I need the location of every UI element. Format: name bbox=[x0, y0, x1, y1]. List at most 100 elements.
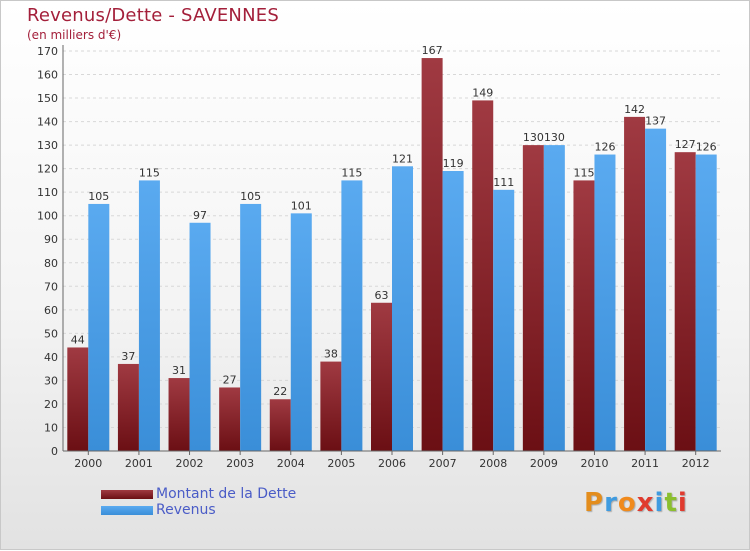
logo-letter: i bbox=[677, 488, 688, 518]
legend-label-revenus: Revenus bbox=[156, 502, 216, 518]
bar-revenus bbox=[341, 180, 363, 452]
data-label: 142 bbox=[624, 103, 645, 116]
logo-letter: t bbox=[664, 488, 678, 518]
logo-letter: o bbox=[617, 488, 637, 518]
data-label: 101 bbox=[291, 199, 312, 212]
bar-revenus bbox=[695, 154, 717, 451]
bar-dette bbox=[674, 152, 696, 452]
bars bbox=[67, 58, 717, 452]
bar-dette bbox=[269, 399, 291, 451]
y-tick-label: 100 bbox=[37, 210, 58, 223]
logo-letter: P bbox=[584, 488, 605, 518]
bar-dette bbox=[573, 180, 595, 452]
data-label: 97 bbox=[193, 209, 207, 222]
bar-dette bbox=[117, 363, 139, 451]
bar-dette bbox=[67, 347, 89, 451]
bar-revenus bbox=[594, 154, 616, 451]
x-tick-label: 2011 bbox=[631, 457, 659, 470]
data-label: 119 bbox=[443, 157, 464, 170]
data-labels: 44 105 37 115 31 97 27 105 22 101 38 115 63 121 167 119… bbox=[71, 44, 717, 398]
data-label: 127 bbox=[675, 138, 696, 151]
logo-letter: r bbox=[604, 488, 618, 518]
y-tick-label: 90 bbox=[44, 233, 58, 246]
bar-dette bbox=[522, 145, 544, 451]
chart-title: Revenus/Dette - SAVENNES bbox=[27, 5, 279, 26]
bar-revenus bbox=[392, 166, 413, 451]
data-label: 22 bbox=[273, 385, 287, 398]
y-tick-label: 160 bbox=[37, 69, 58, 82]
x-tick-label: 2009 bbox=[530, 457, 558, 470]
y-tick-label: 20 bbox=[44, 398, 58, 411]
y-tick-label: 170 bbox=[37, 45, 58, 58]
x-tick-label: 2005 bbox=[327, 457, 355, 470]
bar-dette bbox=[472, 100, 494, 451]
x-tick-label: 2010 bbox=[580, 457, 608, 470]
legend-label-dette: Montant de la Dette bbox=[156, 486, 297, 502]
data-label: 121 bbox=[392, 152, 413, 165]
x-tick-labels: 2000 2001 2002 2003 2004 2005 2006 2007 2008 2009… bbox=[74, 457, 709, 470]
y-tick-label: 150 bbox=[37, 92, 58, 105]
y-tick-labels: 0 10 20 30 40 50 60 70 80 90 100 110 120 130 140 150 160… bbox=[37, 45, 58, 458]
data-label: 38 bbox=[324, 348, 338, 361]
data-label: 44 bbox=[71, 333, 85, 346]
data-label: 149 bbox=[472, 86, 493, 99]
bar-revenus bbox=[645, 128, 667, 451]
y-tick-label: 50 bbox=[44, 327, 58, 340]
data-label: 37 bbox=[121, 350, 135, 363]
data-label: 167 bbox=[422, 44, 443, 57]
chart-unit-label: (en milliers d'€) bbox=[27, 28, 122, 42]
data-label: 115 bbox=[139, 166, 160, 179]
data-label: 137 bbox=[645, 115, 666, 128]
bar-dette bbox=[371, 302, 392, 451]
legend-swatch-dette-icon bbox=[101, 490, 153, 499]
y-tick-label: 110 bbox=[37, 186, 58, 199]
y-tick-label: 40 bbox=[44, 351, 58, 364]
bar-revenus bbox=[493, 189, 515, 451]
bar-dette bbox=[421, 58, 443, 451]
logo-letter: x bbox=[636, 488, 655, 518]
bar-dette bbox=[624, 116, 646, 451]
x-tick-label: 2003 bbox=[226, 457, 254, 470]
data-label: 105 bbox=[88, 190, 109, 203]
bar-revenus bbox=[88, 203, 110, 451]
data-label: 111 bbox=[493, 176, 514, 189]
bar-revenus bbox=[138, 180, 160, 452]
bar-revenus bbox=[290, 213, 312, 451]
bar-revenus bbox=[189, 222, 211, 451]
bar-dette bbox=[168, 378, 190, 451]
proxiti-logo: Proxiti bbox=[584, 488, 688, 518]
x-tick-label: 2008 bbox=[479, 457, 507, 470]
x-tick-label: 2012 bbox=[682, 457, 710, 470]
y-tick-label: 10 bbox=[44, 421, 58, 434]
x-tick-label: 2006 bbox=[378, 457, 406, 470]
bar-revenus bbox=[240, 203, 262, 451]
bar-dette bbox=[320, 361, 342, 451]
data-label: 105 bbox=[240, 190, 261, 203]
axes bbox=[62, 45, 721, 455]
logo-letter: i bbox=[654, 488, 665, 518]
bar-dette bbox=[219, 387, 241, 451]
data-label: 63 bbox=[375, 289, 389, 302]
y-tick-label: 70 bbox=[44, 280, 58, 293]
data-label: 130 bbox=[523, 131, 544, 144]
x-tick-label: 2001 bbox=[125, 457, 153, 470]
data-label: 27 bbox=[223, 373, 237, 386]
y-tick-label: 0 bbox=[51, 445, 58, 458]
y-tick-label: 30 bbox=[44, 374, 58, 387]
x-tick-label: 2007 bbox=[429, 457, 457, 470]
x-tick-label: 2002 bbox=[176, 457, 204, 470]
y-tick-label: 140 bbox=[37, 116, 58, 129]
x-tick-label: 2000 bbox=[74, 457, 102, 470]
y-tick-label: 60 bbox=[44, 304, 58, 317]
y-tick-label: 130 bbox=[37, 139, 58, 152]
bar-revenus bbox=[442, 171, 464, 451]
bar-revenus bbox=[543, 145, 565, 451]
data-label: 115 bbox=[341, 166, 362, 179]
data-label: 126 bbox=[594, 141, 615, 154]
data-label: 115 bbox=[573, 166, 594, 179]
data-label: 31 bbox=[172, 364, 186, 377]
y-tick-label: 80 bbox=[44, 257, 58, 270]
data-label: 126 bbox=[696, 141, 717, 154]
